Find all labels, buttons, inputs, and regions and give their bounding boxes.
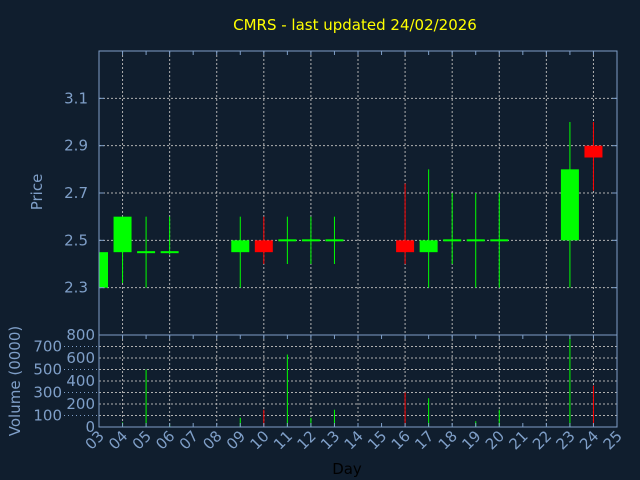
x-tick-label: 23 — [553, 427, 579, 453]
candle-23 — [560, 122, 579, 288]
x-tick-label: 19 — [458, 427, 484, 453]
candle-04 — [113, 216, 132, 283]
price-tick-label: 2.5 — [64, 231, 88, 249]
candle-body — [560, 169, 579, 241]
x-tick-label: 14 — [341, 427, 367, 453]
candle-05 — [137, 216, 156, 288]
candle-20 — [490, 193, 509, 288]
volume-axis-label: Volume (0000) — [6, 326, 24, 436]
x-tick-label: 22 — [529, 427, 555, 453]
x-tick-labels: 0304050607080910111213141516171819202122… — [82, 427, 626, 453]
price-tick-label: 2.7 — [64, 184, 88, 202]
x-tick-label: 10 — [246, 427, 272, 453]
candle-body — [160, 251, 179, 254]
price-tick-label: 2.9 — [64, 137, 88, 155]
volume-tick-label: 300 — [33, 384, 62, 402]
price-tick-label: 2.3 — [64, 279, 88, 297]
axes-frames — [64, 50, 618, 428]
candle-body — [584, 145, 603, 158]
volume-tick-label: 400 — [66, 372, 95, 390]
x-axis-label: Day — [332, 460, 362, 478]
volume-tick-label: 500 — [33, 361, 62, 379]
volume-tick-label: 200 — [66, 395, 95, 413]
x-tick-label: 24 — [576, 427, 602, 453]
candle-body — [301, 239, 320, 242]
price-grid — [99, 51, 617, 335]
candle-06 — [160, 216, 179, 255]
x-tick-label: 09 — [223, 427, 249, 453]
candle-body — [254, 240, 273, 253]
volume-tick-label: 100 — [33, 407, 62, 425]
candle-body — [490, 239, 509, 242]
price-tick-label: 3.1 — [64, 89, 88, 107]
x-tick-label: 08 — [199, 427, 225, 453]
x-tick-label: 18 — [435, 427, 461, 453]
volume-tick-label: 800 — [66, 326, 95, 344]
candle-12 — [301, 216, 320, 264]
candle-body — [137, 251, 156, 254]
candle-body — [396, 240, 415, 253]
candle-16 — [396, 183, 415, 264]
candle-body — [278, 239, 297, 242]
x-tick-label: 05 — [129, 427, 155, 453]
volume-grid — [99, 335, 617, 427]
candle-24 — [584, 122, 603, 191]
chart-title: CMRS - last updated 24/02/2026 — [233, 16, 477, 34]
x-tick-label: 25 — [600, 427, 626, 453]
x-tick-label: 13 — [317, 427, 343, 453]
candle-body — [443, 239, 462, 242]
x-tick-label: 16 — [388, 427, 414, 453]
candle-19 — [466, 193, 485, 288]
x-tick-label: 12 — [294, 427, 320, 453]
candle-body — [466, 239, 485, 242]
candle-10 — [254, 216, 273, 264]
x-tick-label: 06 — [152, 427, 178, 453]
candles — [99, 122, 603, 288]
candle-11 — [278, 216, 297, 264]
candle-17 — [419, 169, 438, 288]
candle-09 — [231, 216, 250, 288]
volume-tick-label: 0 — [85, 418, 95, 436]
x-tick-label: 04 — [105, 427, 131, 453]
candle-18 — [443, 193, 462, 264]
candle-03 — [99, 252, 108, 288]
x-tick-label: 20 — [482, 427, 508, 453]
volume-tick-label: 700 — [33, 338, 62, 356]
x-tick-label: 07 — [176, 427, 202, 453]
x-tick-label: 15 — [364, 427, 390, 453]
volume-tick-label: 600 — [66, 349, 95, 367]
candle-body — [419, 240, 438, 253]
x-tick-label: 21 — [505, 427, 531, 453]
candle-13 — [325, 216, 344, 264]
candle-body — [99, 252, 108, 288]
price-axis-label: Price — [28, 174, 46, 211]
candle-body — [325, 239, 344, 242]
candle-body — [113, 216, 132, 253]
x-tick-label: 11 — [270, 427, 296, 453]
x-tick-label: 17 — [411, 427, 437, 453]
candle-body — [231, 240, 250, 253]
